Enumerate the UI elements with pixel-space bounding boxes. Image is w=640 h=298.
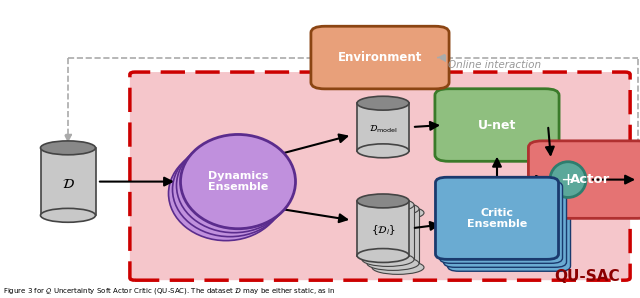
Ellipse shape (362, 252, 414, 266)
Ellipse shape (180, 134, 296, 229)
Text: Actor: Actor (570, 173, 610, 186)
Ellipse shape (357, 249, 409, 263)
FancyBboxPatch shape (311, 26, 449, 89)
FancyBboxPatch shape (362, 205, 414, 260)
Text: Online interaction: Online interaction (448, 60, 541, 71)
Text: Environment: Environment (338, 51, 422, 64)
Ellipse shape (367, 257, 419, 270)
FancyBboxPatch shape (40, 148, 95, 215)
Ellipse shape (362, 198, 414, 212)
FancyBboxPatch shape (435, 89, 559, 161)
FancyBboxPatch shape (357, 103, 409, 151)
FancyBboxPatch shape (444, 185, 566, 267)
FancyBboxPatch shape (440, 181, 563, 263)
Ellipse shape (357, 96, 409, 110)
FancyBboxPatch shape (372, 213, 424, 267)
Ellipse shape (168, 146, 284, 240)
Ellipse shape (372, 260, 424, 274)
Text: Figure 3 for $\mathcal{Q}$ Uncertainty Soft Actor Critic (QU-SAC). The dataset $: Figure 3 for $\mathcal{Q}$ Uncertainty S… (3, 286, 336, 296)
FancyBboxPatch shape (130, 72, 630, 280)
FancyBboxPatch shape (529, 141, 640, 218)
Text: QU-SAC: QU-SAC (554, 269, 620, 284)
Ellipse shape (40, 208, 95, 222)
Text: Critic
Ensemble: Critic Ensemble (467, 207, 527, 229)
Ellipse shape (40, 141, 95, 155)
Text: U-net: U-net (478, 119, 516, 131)
Text: $\{\mathcal{D}_i\}$: $\{\mathcal{D}_i\}$ (371, 223, 396, 237)
Text: $\mathcal{D}_{\mathrm{model}}$: $\mathcal{D}_{\mathrm{model}}$ (369, 123, 397, 135)
FancyBboxPatch shape (447, 189, 570, 271)
Text: $+$: $+$ (561, 170, 575, 189)
Ellipse shape (357, 194, 409, 208)
Ellipse shape (357, 144, 409, 158)
FancyBboxPatch shape (357, 201, 409, 255)
Text: $\mathcal{D}$: $\mathcal{D}$ (61, 177, 74, 191)
Ellipse shape (372, 206, 424, 220)
FancyBboxPatch shape (367, 209, 419, 263)
Text: Dynamics
Ensemble: Dynamics Ensemble (208, 171, 268, 193)
Ellipse shape (550, 162, 586, 198)
Ellipse shape (367, 202, 419, 216)
Ellipse shape (173, 142, 287, 237)
FancyBboxPatch shape (435, 177, 559, 259)
Ellipse shape (177, 139, 291, 233)
